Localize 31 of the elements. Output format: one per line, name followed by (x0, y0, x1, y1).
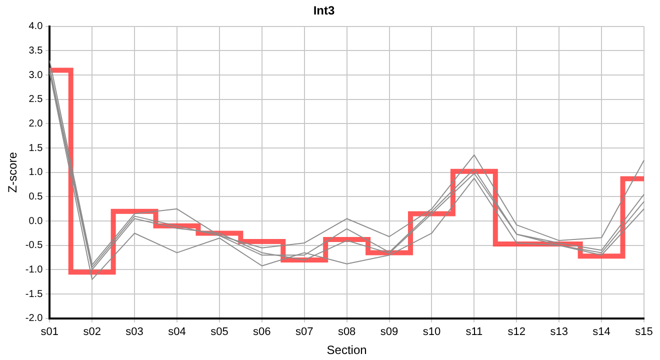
y-tick-label: 1.5 (28, 142, 44, 154)
y-tick-label: 1.0 (28, 167, 44, 178)
y-tick-label: 0.0 (28, 216, 44, 227)
x-axis-title: Section (326, 343, 367, 358)
x-tick-label: s06 (253, 326, 271, 338)
x-tick-label: s09 (380, 326, 398, 338)
y-tick-label: 3.0 (28, 70, 44, 81)
x-tick-label: s07 (295, 326, 314, 338)
x-tick-label: s02 (83, 326, 101, 338)
x-tick-label: s12 (508, 326, 526, 338)
y-tick-label: -1.0 (25, 264, 44, 276)
chart-title: Int3 (313, 4, 335, 18)
x-tick-label: s08 (338, 326, 356, 338)
x-tick-label: s05 (210, 326, 228, 338)
y-tick-label: 3.5 (28, 45, 44, 56)
y-tick-label: -1.5 (25, 288, 44, 300)
x-tick-label: s15 (635, 326, 653, 338)
x-tick-label: s10 (422, 326, 441, 338)
x-tick-label: s03 (126, 326, 144, 338)
y-tick-label: 2.5 (28, 94, 44, 106)
y-tick-label: 4.0 (28, 21, 44, 32)
x-tick-label: s11 (466, 326, 483, 338)
x-tick-label: s14 (592, 326, 610, 338)
y-tick-label: 0.5 (28, 191, 44, 202)
x-tick-label: s04 (168, 326, 186, 338)
y-tick-label: -0.5 (25, 240, 44, 252)
y-axis-title: Z-score (6, 152, 20, 193)
x-tick-label: s13 (550, 326, 568, 338)
y-tick-label: 2.0 (28, 118, 44, 130)
x-tick-label: s01 (40, 326, 59, 338)
y-tick-label: -2.0 (25, 313, 44, 324)
